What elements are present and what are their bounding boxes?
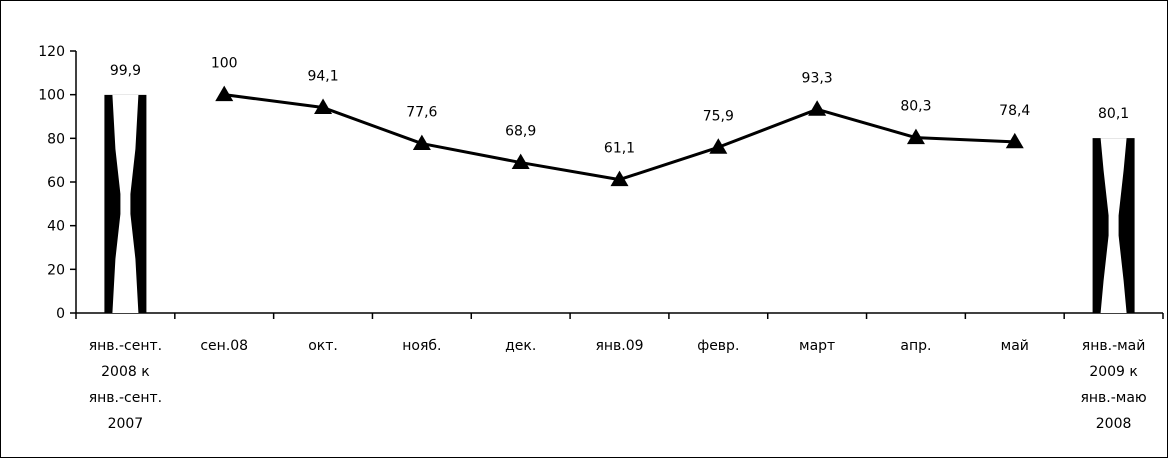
point-data-label: 100: [211, 56, 238, 72]
triangle-marker: [808, 100, 827, 116]
triangle-marker: [906, 128, 925, 145]
point-data-label: 75,9: [703, 108, 734, 124]
point-data-label: 94,1: [307, 69, 338, 85]
x-tick-label: 2007: [108, 416, 144, 432]
point-data-label: 61,1: [604, 141, 635, 157]
x-tick-label: янв.09: [595, 338, 643, 354]
data-labels: 99,9 80,1 100 94,1 77,6 68,9 61,1 75,9 93,3 80,3 7…: [110, 56, 1129, 157]
bar-highlight: [1100, 138, 1127, 313]
x-tick-label: дек.: [505, 338, 536, 354]
y-tick-label: 0: [56, 306, 65, 322]
x-tick-label: февр.: [697, 338, 739, 354]
y-tick-label: 40: [47, 219, 65, 235]
bar-data-label: 99,9: [110, 63, 141, 79]
triangle-marker: [511, 153, 530, 170]
x-tick-label: май: [1001, 338, 1029, 354]
x-tick-label: 2009 к: [1089, 364, 1138, 380]
x-tick-label: апр.: [900, 338, 931, 354]
triangle-marker: [709, 138, 728, 154]
x-tick-label: янв.-маю: [1080, 390, 1146, 406]
x-tick-label: март: [799, 338, 835, 354]
x-tick-label: нояб.: [402, 338, 441, 354]
x-tick-label: 2008 к: [101, 364, 150, 380]
x-tick-label: янв.-сент.: [89, 338, 162, 354]
triangle-marker: [1005, 132, 1024, 149]
x-tick-label: сен.08: [200, 338, 248, 354]
bar-data-label: 80,1: [1098, 106, 1129, 122]
bar: [104, 94, 147, 313]
bar-series: [104, 94, 1135, 313]
y-tick-label: 60: [47, 175, 65, 191]
x-tick-label: окт.: [308, 338, 338, 354]
line-series: [215, 85, 1024, 187]
x-tick-label: 2008: [1096, 416, 1132, 432]
point-data-label: 78,4: [999, 103, 1030, 119]
y-axis-ticks: 0 20 40 60 80 100 120: [38, 44, 76, 322]
x-axis-ticks: янв.-сент. 2008 к янв.-сент. 2007 сен.08 окт.…: [75, 313, 1164, 432]
x-tick-label: янв.-май: [1082, 338, 1146, 354]
y-tick-label: 20: [47, 262, 65, 278]
y-tick-label: 80: [47, 131, 65, 147]
triangle-marker: [610, 170, 629, 187]
y-tick-label: 100: [38, 88, 65, 104]
triangle-marker: [412, 134, 431, 151]
point-data-label: 77,6: [406, 105, 437, 121]
triangle-marker: [215, 85, 234, 102]
series-line: [224, 93, 1015, 182]
x-tick-label: янв.-сент.: [89, 390, 162, 406]
bar: [1092, 138, 1135, 313]
point-data-label: 68,9: [505, 124, 536, 140]
bar-highlight: [112, 94, 139, 313]
y-tick-label: 120: [38, 44, 65, 60]
triangle-marker: [314, 98, 333, 115]
point-data-label: 93,3: [802, 70, 833, 86]
point-data-label: 80,3: [900, 99, 931, 115]
